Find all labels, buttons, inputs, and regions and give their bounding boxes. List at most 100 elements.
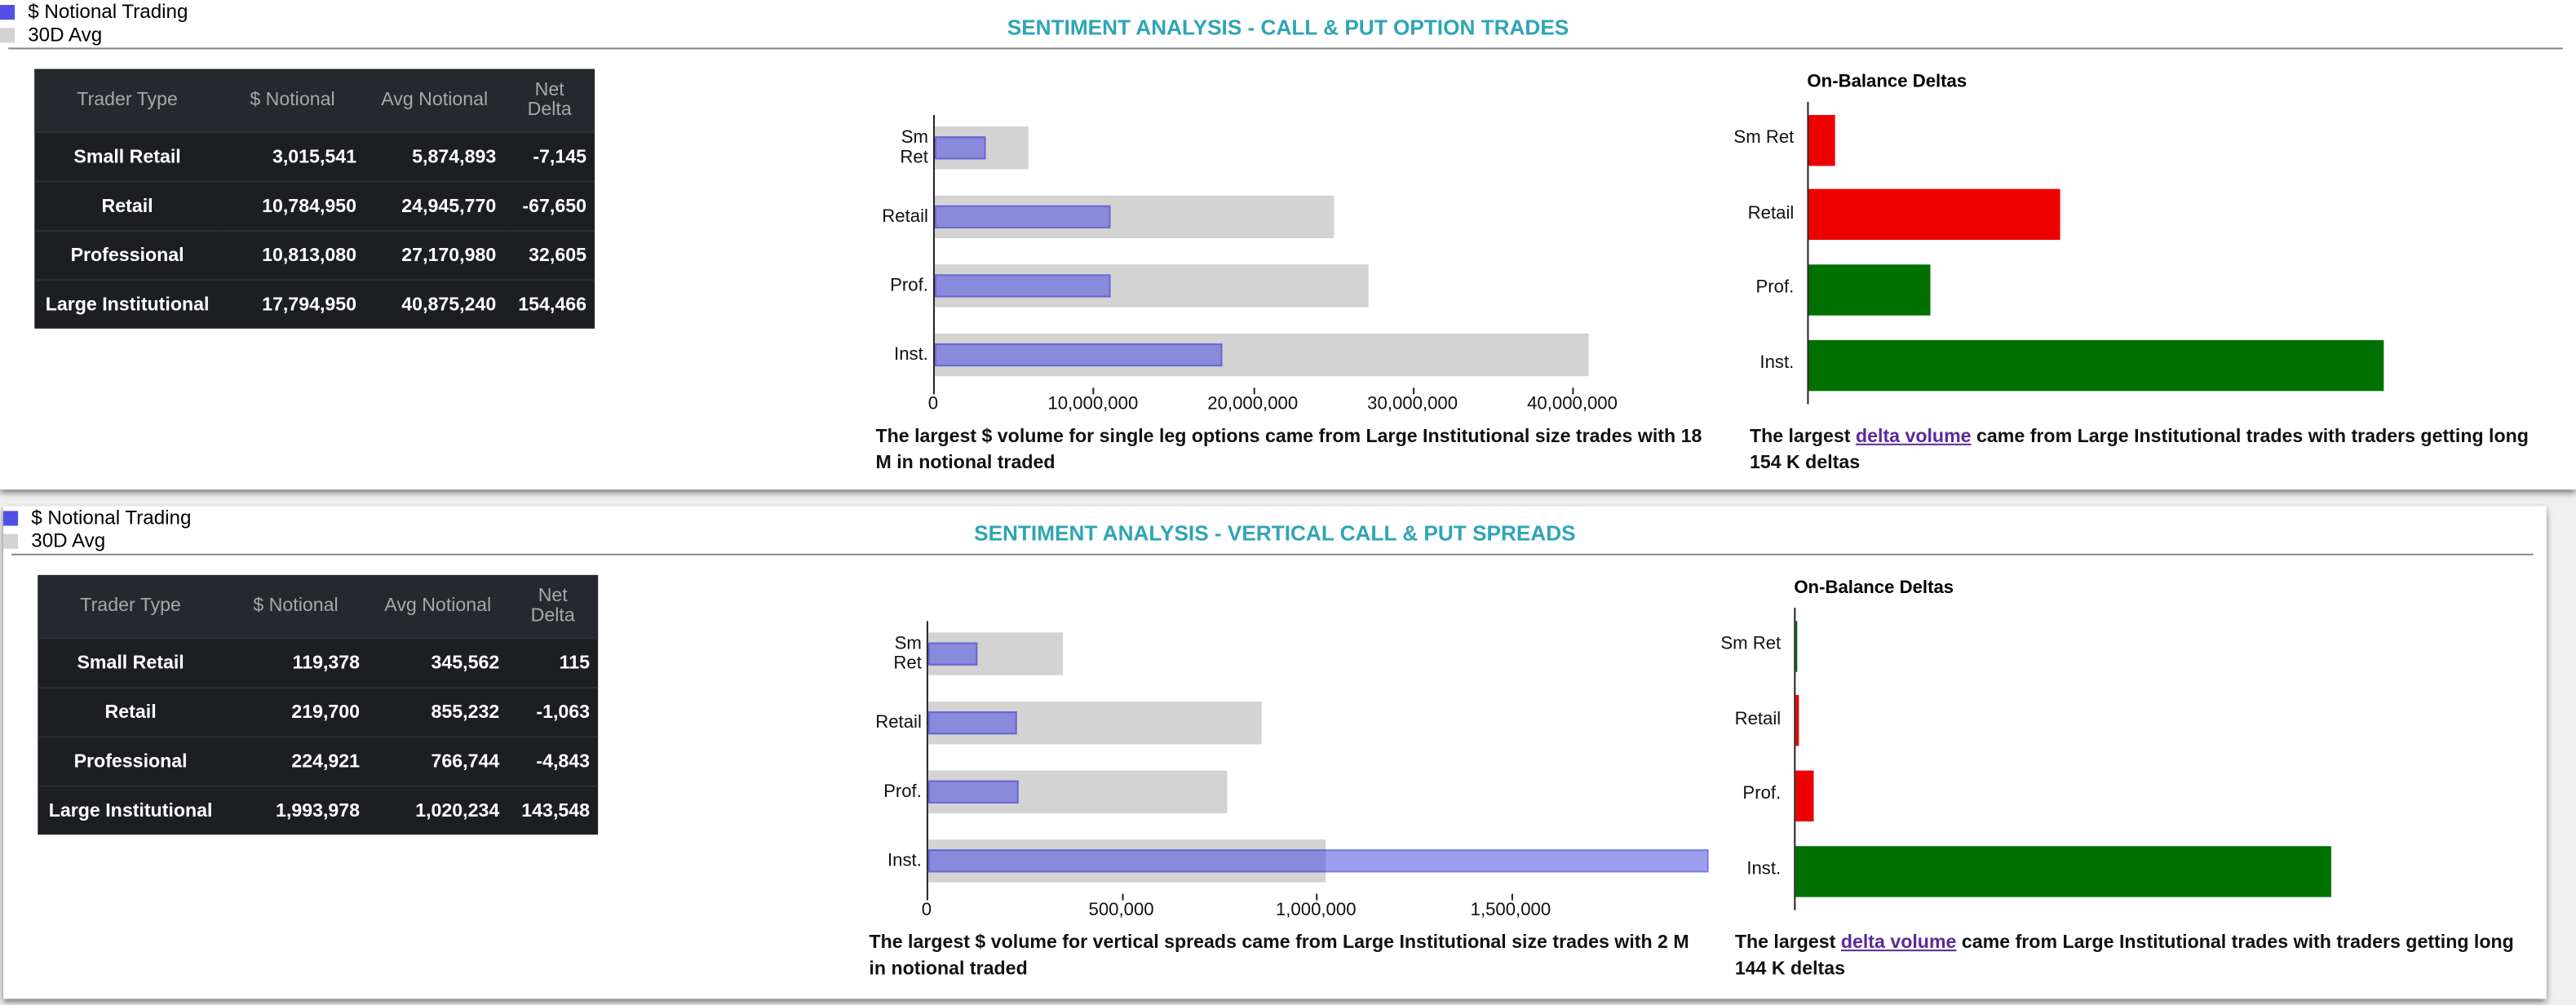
delta-bar xyxy=(1808,339,2385,391)
panel-title: SENTIMENT ANALYSIS - CALL & PUT OPTION T… xyxy=(1007,15,1569,40)
table-cell: Retail xyxy=(34,180,220,231)
notional-bar xyxy=(927,849,1708,873)
category-label: Prof. xyxy=(1755,278,1795,299)
table-cell: 219,700 xyxy=(223,686,369,737)
panel-title: SENTIMENT ANALYSIS - VERTICAL CALL & PUT… xyxy=(974,520,1576,546)
table-cell: 1,020,234 xyxy=(368,785,508,835)
x-tick-label: 0 xyxy=(927,394,939,414)
legend-item: 30D Avg xyxy=(0,23,2576,46)
x-tick-label: 0 xyxy=(921,900,932,920)
column-header: Net Delta xyxy=(507,574,599,639)
header-row: Trader Type $ Notional Avg Notional Net Del… xyxy=(34,69,595,133)
column-header: Avg Notional xyxy=(368,574,508,639)
category-text: Sm Ret xyxy=(900,128,928,168)
legend-swatch xyxy=(3,510,19,525)
header-row: Trader Type $ Notional Avg Notional Net Del… xyxy=(38,574,599,639)
legend-label: 30D Avg xyxy=(28,23,103,46)
x-tick-label: 500,000 xyxy=(1088,900,1154,920)
notional-bar xyxy=(934,205,1111,228)
table-cell: Large Institutional xyxy=(34,279,220,329)
table-cell: 24,945,770 xyxy=(365,180,505,231)
caption: The largest delta volume came from Large… xyxy=(1735,930,2540,982)
caption: The largest delta volume came from Large… xyxy=(1750,424,2555,476)
table-row: Large Institutional 17,794,950 40,875,240 1… xyxy=(34,279,595,329)
table-cell: Professional xyxy=(34,229,220,281)
table-cell: Professional xyxy=(38,736,224,786)
table-row: Small Retail 119,378 345,562 115 xyxy=(38,637,599,688)
delta-bar xyxy=(1795,620,1796,671)
category-label: Retail xyxy=(861,698,922,747)
chart-title: On-Balance Deltas xyxy=(1807,72,1967,92)
x-tick-label: 1,500,000 xyxy=(1470,900,1551,920)
table-cell: Large Institutional xyxy=(38,785,224,835)
category-text: Sm Ret xyxy=(893,634,922,674)
table-cell: 5,874,893 xyxy=(365,131,505,182)
delta-bar xyxy=(1795,845,2331,897)
caption-link[interactable]: delta volume xyxy=(1840,932,1957,954)
caption: The largest $ volume for single leg opti… xyxy=(875,427,1702,474)
table-cell: Retail xyxy=(38,686,224,737)
notional-bar xyxy=(927,780,1020,804)
y-axis xyxy=(1807,101,1809,405)
caption-text: The largest xyxy=(1749,427,1856,447)
x-tick xyxy=(932,387,935,395)
caption: The largest $ volume for vertical spread… xyxy=(869,932,1689,980)
legend-label: $ Notional Trading xyxy=(31,506,192,529)
legend-item: 30D Avg xyxy=(3,529,2547,552)
delta-bar xyxy=(1795,770,1814,821)
divider xyxy=(8,47,2563,50)
table-row: Professional 10,813,080 27,170,980 32,605 xyxy=(34,229,595,281)
table-cell: 154,466 xyxy=(504,279,595,329)
column-header: Avg Notional xyxy=(365,69,505,133)
legend-label: $ Notional Trading xyxy=(28,0,188,24)
x-tick-label: 30,000,000 xyxy=(1367,394,1458,414)
caption-text: came from Large Institutional trades wit… xyxy=(1734,932,2514,980)
column-header: Trader Type xyxy=(38,574,224,639)
table-row: Retail 10,784,950 24,945,770 -67,650 xyxy=(34,180,595,231)
x-tick xyxy=(1412,387,1414,395)
notional-bar xyxy=(934,136,987,160)
x-tick xyxy=(1092,387,1095,395)
category-text: Prof. xyxy=(883,781,922,802)
y-axis xyxy=(932,114,935,388)
column-header: $ Notional xyxy=(219,69,365,133)
x-tick-label: 1,000,000 xyxy=(1275,900,1357,920)
category-text: Inst. xyxy=(887,851,922,871)
table-row: Large Institutional 1,993,978 1,020,234 143… xyxy=(38,785,599,835)
column-header: $ Notional xyxy=(223,574,369,639)
category-text: Retail xyxy=(875,713,922,733)
table-cell: 766,744 xyxy=(368,736,508,786)
legend-swatch xyxy=(3,533,19,548)
table-cell: Small Retail xyxy=(38,637,224,688)
category-label: Inst. xyxy=(1746,859,1782,879)
table-cell: 855,232 xyxy=(368,686,508,737)
table-cell: 143,548 xyxy=(507,785,599,835)
legend-item: $ Notional Trading xyxy=(3,506,2547,529)
x-tick xyxy=(1316,893,1318,901)
table-cell: 115 xyxy=(507,637,599,688)
category-label: Sm Ret xyxy=(861,629,922,678)
chart-title: On-Balance Deltas xyxy=(1794,578,1954,599)
caption-text: The largest xyxy=(1734,932,1841,954)
category-text: Prof. xyxy=(890,276,928,296)
divider xyxy=(11,553,2534,556)
x-tick xyxy=(926,893,928,901)
table-cell: 17,794,950 xyxy=(219,279,365,329)
notional-bar xyxy=(927,642,978,666)
notional-bar xyxy=(927,711,1017,735)
table-cell: 27,170,980 xyxy=(365,229,505,281)
table-cell: 10,813,080 xyxy=(219,229,365,281)
column-header: Trader Type xyxy=(34,69,220,133)
panel: SENTIMENT ANALYSIS - CALL & PUT OPTION T… xyxy=(0,0,2576,490)
panel: SENTIMENT ANALYSIS - VERTICAL CALL & PUT… xyxy=(3,506,2547,999)
category-label: Inst. xyxy=(861,836,922,885)
category-text: Retail xyxy=(882,206,928,227)
category-label: Sm Ret xyxy=(1733,128,1795,148)
data-table: Trader Type $ Notional Avg Notional Net Del… xyxy=(34,69,595,329)
table-row: Retail 219,700 855,232 -1,063 xyxy=(38,686,599,737)
category-text: Inst. xyxy=(894,344,928,365)
legend-swatch xyxy=(0,27,15,42)
caption-link[interactable]: delta volume xyxy=(1855,427,1972,447)
legend-label: 30D Avg xyxy=(31,529,106,552)
